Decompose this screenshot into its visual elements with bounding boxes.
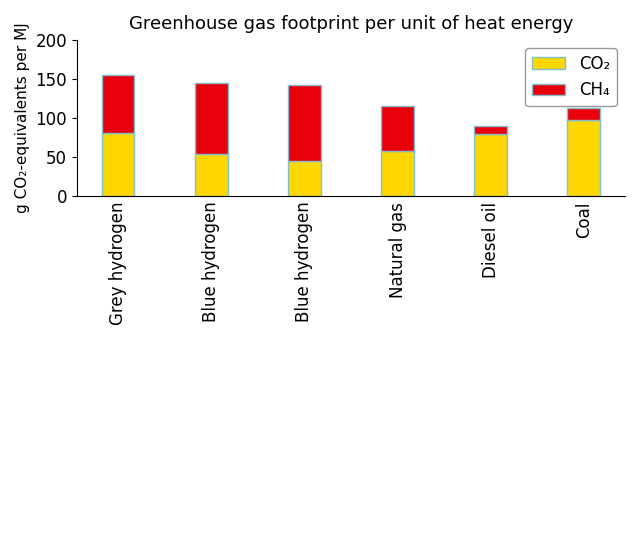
Text: Natural gas: Natural gas xyxy=(388,202,406,297)
Bar xyxy=(381,106,414,151)
Legend: CO₂, CH₄: CO₂, CH₄ xyxy=(525,48,617,106)
Text: Diesel oil: Diesel oil xyxy=(482,202,500,278)
Bar xyxy=(568,120,600,195)
Bar xyxy=(474,134,507,195)
Text: Coal: Coal xyxy=(575,202,593,238)
Text: Blue hydrogen
(with flue-gas capture): Blue hydrogen (with flue-gas capture) xyxy=(285,202,324,390)
Bar xyxy=(474,127,507,134)
Text: Blue hydrogen: Blue hydrogen xyxy=(296,202,314,322)
Y-axis label: g CO₂-equivalents per MJ: g CO₂-equivalents per MJ xyxy=(15,22,30,213)
Text: Grey hydrogen: Grey hydrogen xyxy=(109,202,127,325)
Bar xyxy=(102,75,134,133)
Title: Greenhouse gas footprint per unit of heat energy: Greenhouse gas footprint per unit of hea… xyxy=(129,15,573,33)
Bar xyxy=(568,108,600,120)
Bar xyxy=(102,133,134,195)
Bar xyxy=(195,154,228,195)
Bar xyxy=(288,85,321,160)
Bar xyxy=(195,83,228,154)
Text: Blue hydrogen: Blue hydrogen xyxy=(202,202,220,322)
Bar xyxy=(288,160,321,195)
Text: Blue hydrogen
(w/o flue-gas capture): Blue hydrogen (w/o flue-gas capture) xyxy=(192,202,230,385)
Bar xyxy=(381,151,414,195)
